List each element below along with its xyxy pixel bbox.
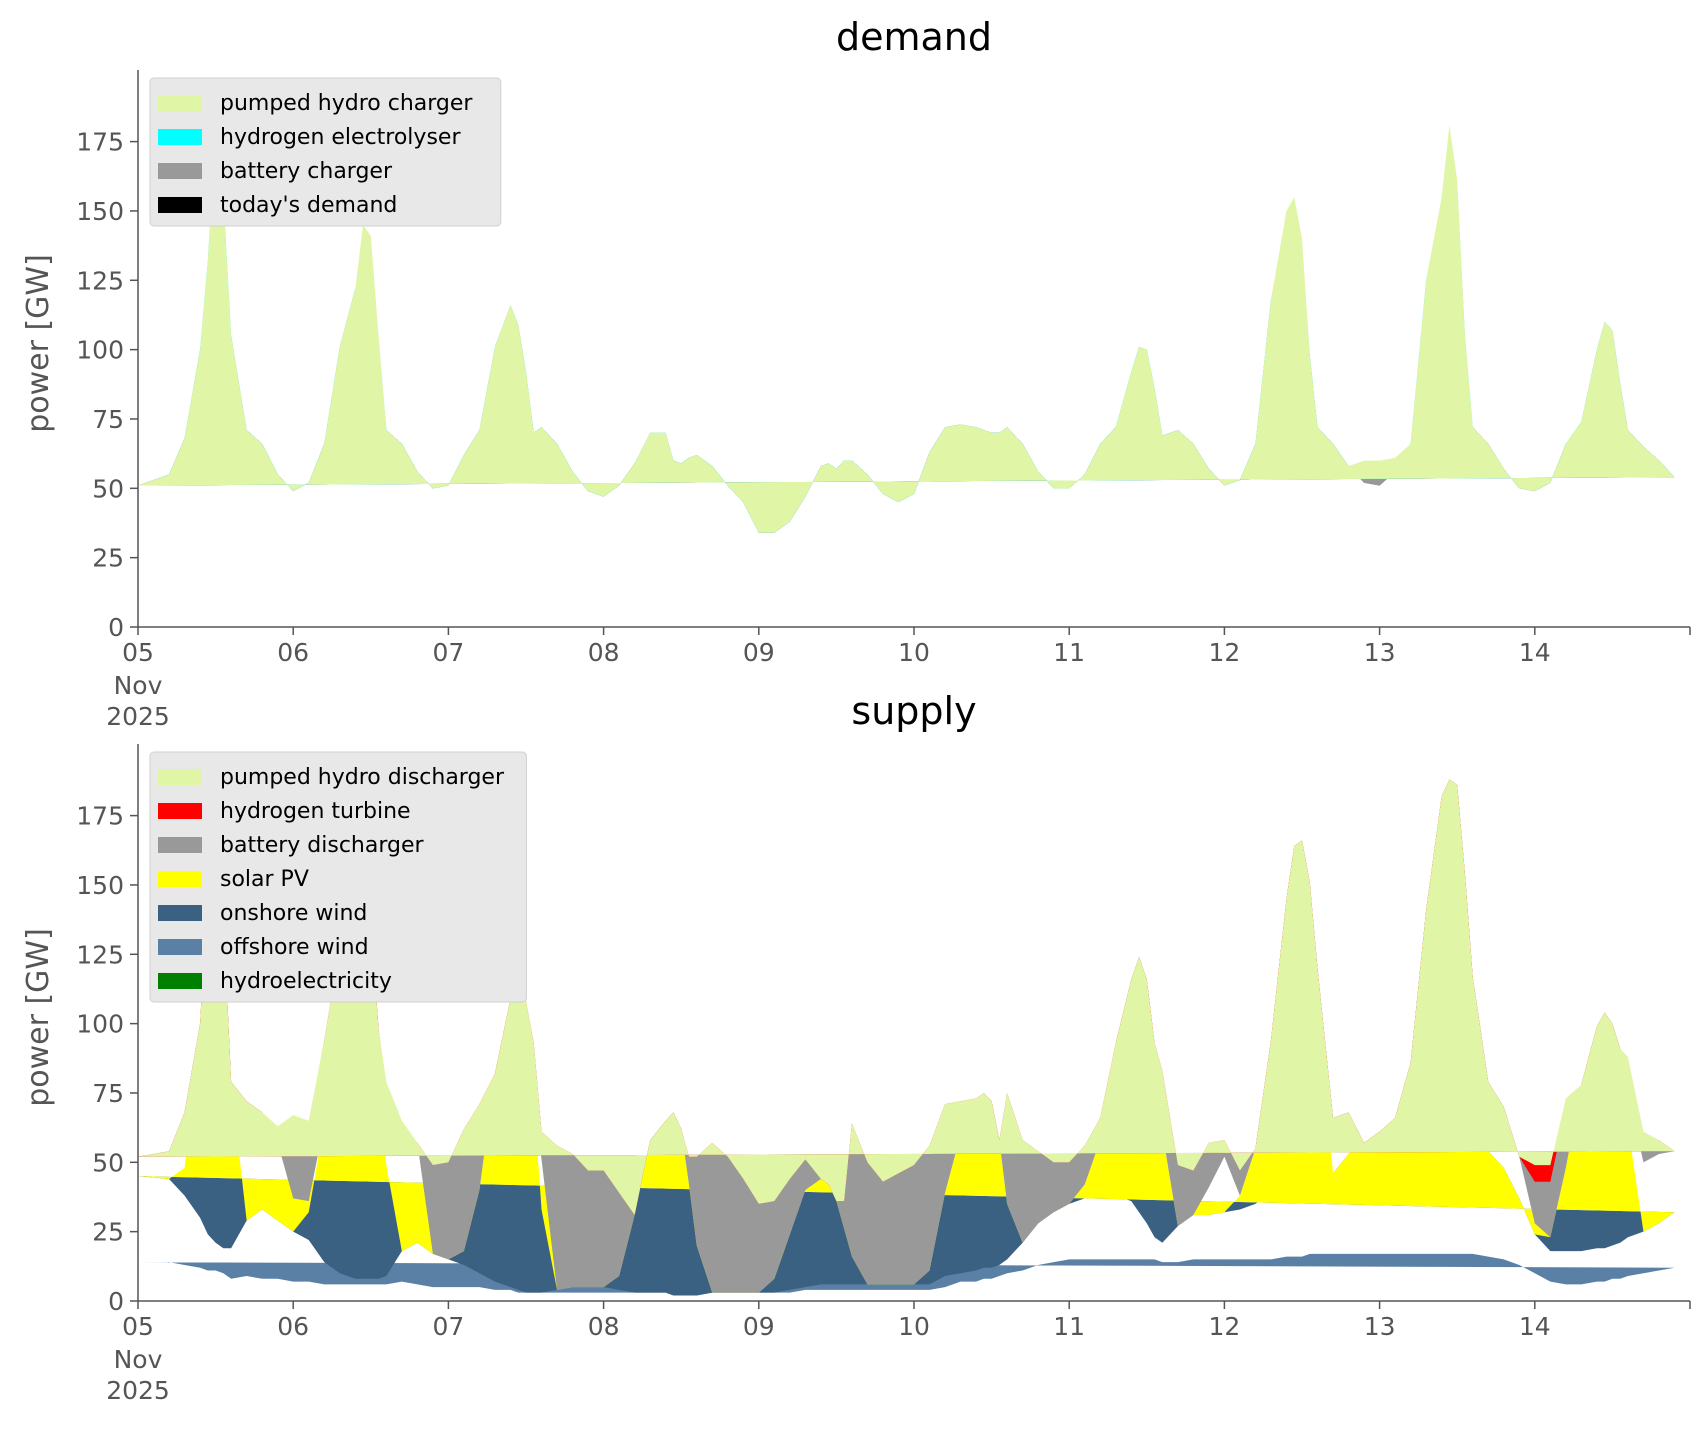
legend-swatch-battery-charger <box>158 163 202 179</box>
x-tick-label: 08 <box>588 638 620 667</box>
legend-box <box>149 751 527 1003</box>
legend-swatch-battery-discharger <box>158 837 202 853</box>
x-tick-sublabel: 2025 <box>106 1376 170 1405</box>
area-layers <box>138 124 1675 533</box>
legend-label-onshore-wind: onshore wind <box>220 901 367 926</box>
legend-swatch-hydrogen-electrolyser <box>158 129 202 145</box>
y-tick-label: 0 <box>108 1287 124 1316</box>
y-tick-label: 75 <box>92 1079 124 1108</box>
y-tick-label: 50 <box>92 474 124 503</box>
legend-label-hydroelectricity: hydroelectricity <box>220 969 392 994</box>
x-tick-label: 08 <box>588 1312 620 1341</box>
area-pumped-hydro-charger <box>138 124 1675 533</box>
y-tick-label: 100 <box>76 1010 124 1039</box>
legend-label-pumped-hydro-charger: pumped hydro charger <box>220 91 473 116</box>
chart-title: supply <box>851 689 976 733</box>
y-tick-label: 175 <box>76 802 124 831</box>
chart-title: demand <box>836 15 992 59</box>
x-tick-sublabel: Nov <box>114 1345 163 1374</box>
x-tick-label: 05 <box>122 1312 154 1341</box>
legend-swatch-pumped-hydro-discharger <box>158 769 202 785</box>
legend-label-hydrogen-turbine: hydrogen turbine <box>220 799 411 824</box>
y-tick-label: 25 <box>92 544 124 573</box>
x-tick-sublabel: 2025 <box>106 702 170 731</box>
y-tick-label: 150 <box>76 871 124 900</box>
x-tick-label: 11 <box>1053 638 1085 667</box>
legend-swatch-onshore-wind <box>158 905 202 921</box>
x-tick-label: 05 <box>122 638 154 667</box>
legend-label-battery-charger: battery charger <box>220 159 393 184</box>
area-layers <box>138 779 1675 1296</box>
y-tick-label: 50 <box>92 1148 124 1177</box>
legend-label-solar-pv: solar PV <box>220 867 309 892</box>
legend-box <box>149 77 502 227</box>
y-tick-label: 75 <box>92 405 124 434</box>
legend: pumped hydro discharger hydrogen turbine b… <box>149 751 527 1003</box>
legend-label-hydrogen-electrolyser: hydrogen electrolyser <box>220 125 461 150</box>
y-tick-label: 125 <box>76 266 124 295</box>
legend: pumped hydro charger hydrogen electrolyse… <box>149 77 502 227</box>
x-tick-label: 09 <box>743 638 775 667</box>
area-pumped-hydro-discharger <box>138 779 1675 1216</box>
legend-swatch-hydrogen-turbine <box>158 803 202 819</box>
x-tick-sublabel: Nov <box>114 671 163 700</box>
y-tick-label: 0 <box>108 613 124 642</box>
x-tick-label: 13 <box>1364 1312 1396 1341</box>
legend-swatch-today-s-demand <box>158 197 202 213</box>
legend-swatch-hydroelectricity <box>158 973 202 989</box>
x-tick-label: 12 <box>1208 638 1240 667</box>
legend-swatch-solar-pv <box>158 871 202 887</box>
legend-label-today-s-demand: today's demand <box>220 193 397 218</box>
x-tick-label: 12 <box>1208 1312 1240 1341</box>
x-tick-label: 14 <box>1519 638 1551 667</box>
legend-label-offshore-wind: offshore wind <box>220 935 369 960</box>
y-tick-label: 175 <box>76 128 124 157</box>
x-tick-label: 13 <box>1364 638 1396 667</box>
x-tick-label: 10 <box>898 1312 930 1341</box>
legend-swatch-pumped-hydro-charger <box>158 95 202 111</box>
x-tick-label: 09 <box>743 1312 775 1341</box>
y-axis-label: power [GW] <box>21 928 56 1107</box>
y-tick-label: 25 <box>92 1218 124 1247</box>
x-tick-label: 06 <box>277 1312 309 1341</box>
y-tick-label: 125 <box>76 940 124 969</box>
x-tick-label: 14 <box>1519 1312 1551 1341</box>
legend-label-battery-discharger: battery discharger <box>220 833 425 858</box>
x-tick-label: 07 <box>432 1312 464 1341</box>
y-tick-label: 100 <box>76 336 124 365</box>
x-tick-label: 10 <box>898 638 930 667</box>
x-tick-label: 06 <box>277 638 309 667</box>
y-axis-label: power [GW] <box>21 254 56 433</box>
legend-label-pumped-hydro-discharger: pumped hydro discharger <box>220 765 505 790</box>
y-tick-label: 150 <box>76 197 124 226</box>
x-tick-label: 11 <box>1053 1312 1085 1341</box>
legend-swatch-offshore-wind <box>158 939 202 955</box>
x-tick-label: 07 <box>432 638 464 667</box>
